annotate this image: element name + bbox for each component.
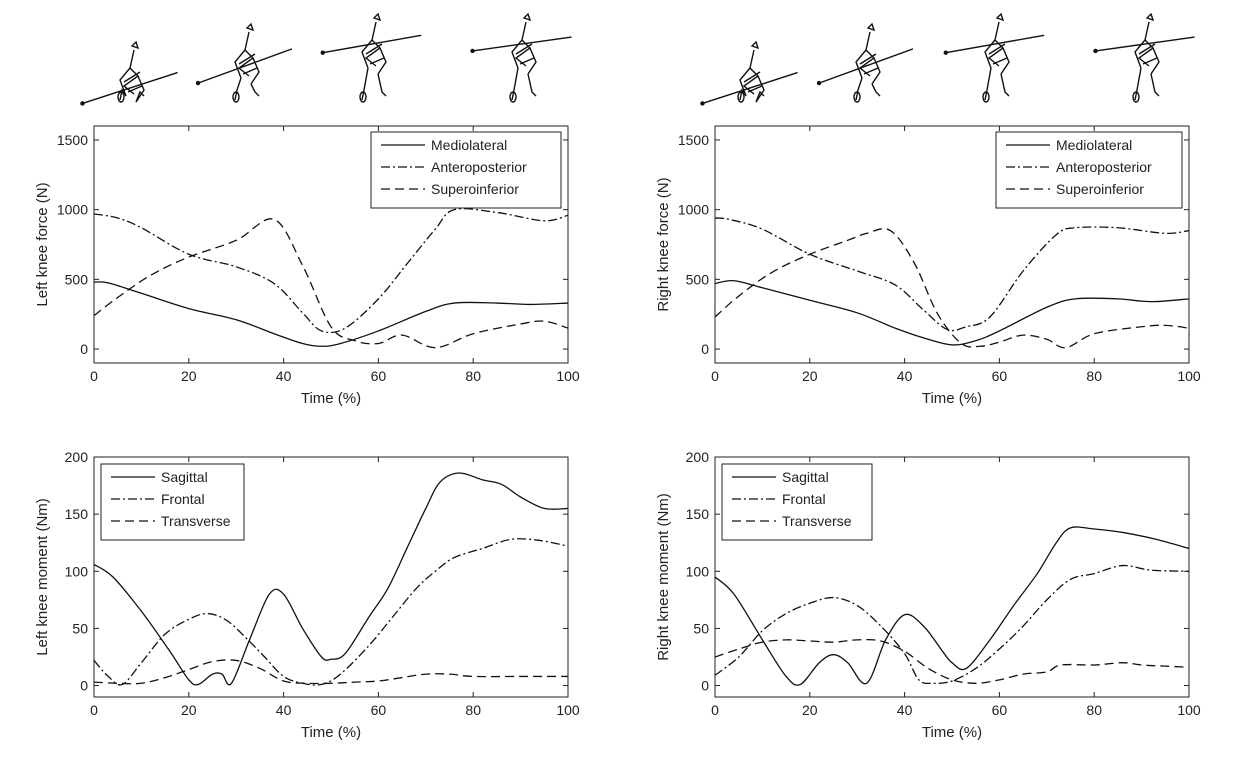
skeleton-figure-icon <box>700 40 798 106</box>
x-tick-label: 20 <box>802 368 818 384</box>
x-axis-label: Time (%) <box>301 724 361 741</box>
x-tick-label: 100 <box>556 368 580 384</box>
plot-area <box>93 125 569 364</box>
plot-area <box>714 125 1190 364</box>
legend-label: Mediolateral <box>431 137 507 153</box>
y-tick-label: 1500 <box>678 132 709 148</box>
series-line-anteroposterior <box>715 217 1189 332</box>
series-line-transverse <box>94 659 568 685</box>
x-axis-label: Time (%) <box>922 390 982 407</box>
x-tick-label: 100 <box>1177 702 1201 718</box>
y-tick-label: 150 <box>65 506 89 522</box>
y-axis-label: Right knee force (N) <box>655 177 672 311</box>
x-tick-label: 40 <box>897 702 913 718</box>
legend-label: Sagittal <box>782 469 829 485</box>
x-tick-label: 80 <box>465 368 481 384</box>
series-line-superoinferior <box>715 228 1189 349</box>
x-tick-label: 0 <box>90 702 98 718</box>
x-tick-label: 40 <box>276 702 292 718</box>
y-tick-label: 500 <box>65 271 89 287</box>
x-tick-label: 60 <box>371 368 387 384</box>
x-tick-label: 60 <box>371 702 387 718</box>
x-tick-label: 60 <box>992 702 1008 718</box>
y-tick-label: 50 <box>693 620 709 636</box>
series-line-frontal <box>715 564 1189 685</box>
x-tick-label: 20 <box>181 368 197 384</box>
y-tick-label: 50 <box>72 620 88 636</box>
x-tick-label: 100 <box>556 702 580 718</box>
legend-label: Transverse <box>782 513 852 529</box>
x-tick-label: 20 <box>802 702 818 718</box>
series-line-sagittal <box>94 472 568 686</box>
x-tick-label: 60 <box>992 368 1008 384</box>
x-tick-label: 100 <box>1177 368 1201 384</box>
y-tick-label: 1500 <box>57 132 88 148</box>
series-line-anteroposterior <box>94 207 568 334</box>
y-tick-label: 0 <box>701 678 709 694</box>
skeleton-figure-icon <box>80 40 178 106</box>
skeleton-figure-icon <box>1093 12 1195 103</box>
skeleton-figure-icon <box>470 12 572 103</box>
legend-label: Frontal <box>161 491 205 507</box>
y-axis-label: Right knee moment (Nm) <box>655 493 672 661</box>
y-tick-label: 100 <box>686 563 710 579</box>
legend-label: Superoinferior <box>431 181 519 197</box>
skeleton-figure-icon <box>816 22 914 103</box>
skeleton-figure-icon <box>195 22 293 103</box>
legend-label: Anteroposterior <box>431 159 527 175</box>
skeleton-figures <box>80 12 1195 106</box>
plot-area <box>93 456 569 698</box>
legend: Mediolateral Anteroposterior Superoinferio… <box>995 131 1183 209</box>
legend-label: Transverse <box>161 513 231 529</box>
y-tick-label: 1000 <box>57 202 88 218</box>
chart-bottom-right: 0 20 40 60 80 100 0 50 100 150 200 Time (%) Right kn… <box>655 449 1201 741</box>
y-tick-label: 1000 <box>678 202 709 218</box>
chart-bottom-left: 0 20 40 60 80 100 0 50 100 150 200 Time (%) Left kne… <box>34 449 580 741</box>
legend: Sagittal Frontal Transverse <box>721 463 873 541</box>
x-tick-label: 80 <box>1086 368 1102 384</box>
x-tick-label: 40 <box>897 368 913 384</box>
legend-label: Frontal <box>782 491 826 507</box>
series-line-superoinferior <box>94 218 568 349</box>
skeleton-figure-icon <box>320 12 422 103</box>
legend-label: Sagittal <box>161 469 208 485</box>
y-tick-label: 500 <box>686 271 710 287</box>
skeleton-figure-icon <box>943 12 1045 103</box>
series-line-mediolateral <box>715 279 1189 346</box>
x-tick-label: 40 <box>276 368 292 384</box>
legend: Mediolateral Anteroposterior Superoinferio… <box>370 131 562 209</box>
x-tick-label: 0 <box>90 368 98 384</box>
legend-label: Superoinferior <box>1056 181 1144 197</box>
series-line-mediolateral <box>94 281 568 347</box>
x-tick-label: 20 <box>181 702 197 718</box>
y-tick-label: 200 <box>686 449 710 465</box>
y-tick-label: 0 <box>80 678 88 694</box>
legend: Sagittal Frontal Transverse <box>100 463 245 541</box>
series-line-frontal <box>94 538 568 686</box>
y-tick-label: 150 <box>686 506 710 522</box>
x-tick-label: 0 <box>711 702 719 718</box>
x-axis-label: Time (%) <box>301 390 361 407</box>
legend-label: Mediolateral <box>1056 137 1132 153</box>
x-axis-label: Time (%) <box>922 724 982 741</box>
y-axis-label: Left knee force (N) <box>34 182 51 306</box>
y-tick-label: 0 <box>80 341 88 357</box>
y-tick-label: 200 <box>65 449 89 465</box>
x-tick-label: 80 <box>465 702 481 718</box>
y-tick-label: 0 <box>701 341 709 357</box>
series-line-sagittal <box>715 526 1189 686</box>
x-tick-label: 0 <box>711 368 719 384</box>
x-tick-label: 80 <box>1086 702 1102 718</box>
y-tick-label: 100 <box>65 563 89 579</box>
y-axis-label: Left knee moment (Nm) <box>34 498 51 656</box>
legend-label: Anteroposterior <box>1056 159 1152 175</box>
